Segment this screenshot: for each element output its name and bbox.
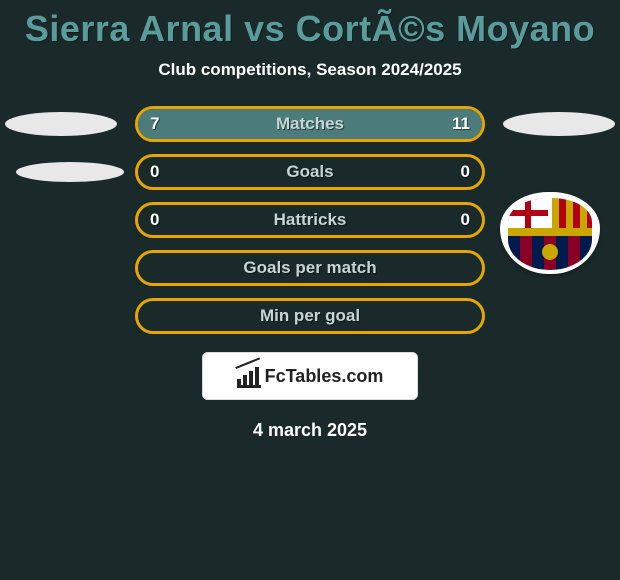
stat-bar-hattricks: 0 Hattricks 0 (135, 202, 485, 238)
stat-value-right: 0 (461, 162, 470, 182)
page-subtitle: Club competitions, Season 2024/2025 (0, 60, 620, 80)
stat-label: Min per goal (260, 306, 360, 326)
stats-area: 7 Matches 11 0 Goals 0 0 Hat (0, 100, 620, 340)
stat-row: 7 Matches 11 (0, 100, 620, 148)
stat-label: Matches (276, 114, 344, 134)
stat-bar-matches: 7 Matches 11 (135, 106, 485, 142)
stat-label: Hattricks (274, 210, 347, 230)
stat-value-left: 7 (150, 114, 159, 134)
player-right-placeholder-icon (503, 112, 615, 136)
stat-bar-goals-per-match: Goals per match (135, 250, 485, 286)
date-text: 4 march 2025 (0, 420, 620, 441)
logo-box: FcTables.com (202, 352, 418, 400)
stat-value-right: 0 (461, 210, 470, 230)
stat-bar-min-per-goal: Min per goal (135, 298, 485, 334)
stat-row: 0 Hattricks 0 (0, 196, 620, 244)
stat-value-left: 0 (150, 162, 159, 182)
stat-row: Min per goal (0, 292, 620, 340)
stat-value-left: 0 (150, 210, 159, 230)
bar-chart-icon (237, 365, 261, 388)
stat-bar-goals: 0 Goals 0 (135, 154, 485, 190)
stat-label: Goals (286, 162, 333, 182)
player-left-placeholder-icon (16, 162, 124, 182)
stat-row: Goals per match (0, 244, 620, 292)
logo-text: FcTables.com (265, 366, 384, 387)
page-title: Sierra Arnal vs CortÃ©s Moyano (0, 8, 620, 50)
player-left-placeholder-icon (5, 112, 117, 136)
stat-row: 0 Goals 0 (0, 148, 620, 196)
stat-label: Goals per match (243, 258, 376, 278)
stat-value-right: 11 (452, 114, 470, 134)
